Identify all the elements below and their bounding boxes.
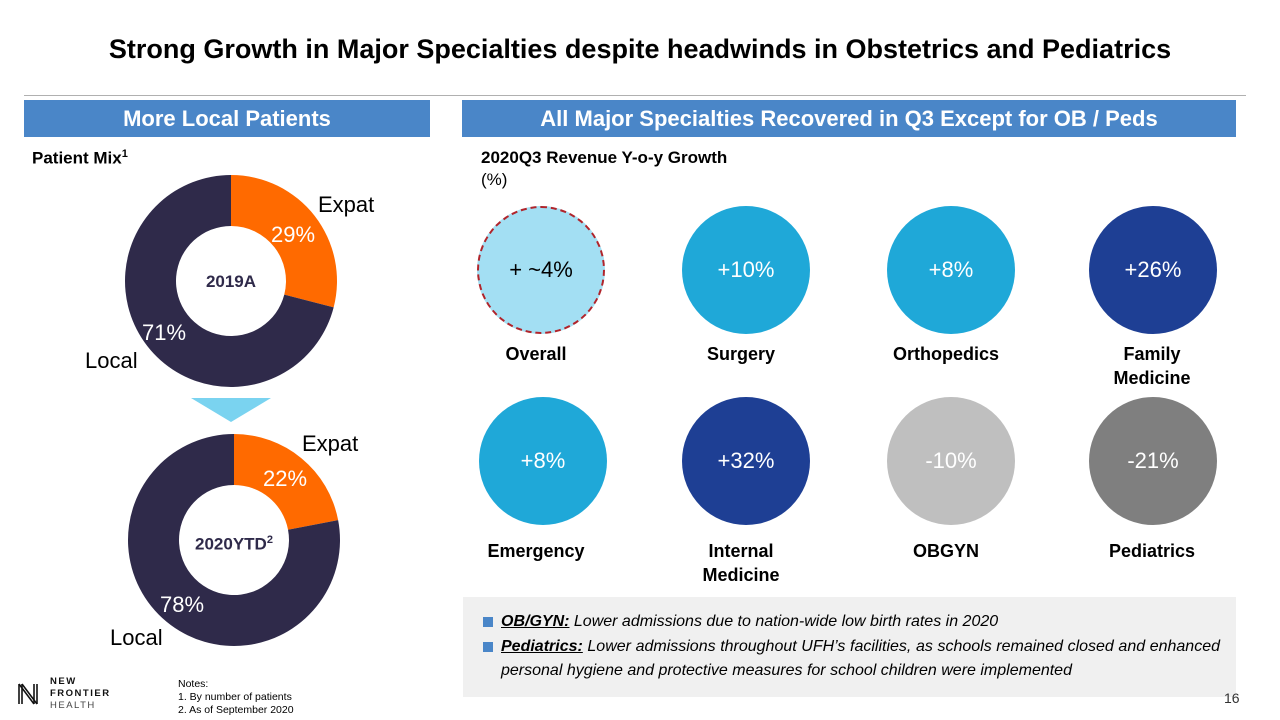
label-line: Orthopedics	[892, 344, 999, 364]
note-text: Lower admissions due to nation-wide low …	[569, 613, 999, 630]
bubble-internal-medicine: +32%	[682, 397, 810, 525]
donut-local-label-2020ytd: Local	[110, 625, 163, 650]
bubble-label-orthopedics: Orthopedics	[856, 342, 1036, 366]
footnotes-heading: Notes:	[178, 678, 209, 690]
right-section-header: All Major Specialties Recovered in Q3 Ex…	[462, 100, 1236, 137]
bubble-surgery: +10%	[682, 206, 810, 334]
label-line: Overall	[505, 344, 567, 364]
bubble-label-overall: Overall	[446, 342, 626, 366]
note-obgyn: OB/GYN: Lower admissions due to nation-w…	[483, 610, 1220, 634]
bubble-label-internal-medicine: Internal Medicine	[651, 539, 831, 587]
commentary-box: OB/GYN: Lower admissions due to nation-w…	[463, 597, 1236, 697]
revenue-growth-unit: (%)	[481, 170, 508, 189]
label-line: Family	[1123, 344, 1181, 364]
label-line: OBGYN	[912, 541, 979, 561]
bubble-obgyn: -10%	[887, 397, 1015, 525]
label-line: Medicine	[702, 565, 780, 585]
label-line: Medicine	[1113, 368, 1191, 388]
label-line: Emergency	[487, 541, 585, 561]
donut-local-pct-2020ytd: 78%	[160, 592, 205, 617]
bubble-orthopedics: +8%	[887, 206, 1015, 334]
donut-slice-local	[125, 175, 334, 387]
donut-local-label-2019: Local	[85, 348, 138, 373]
note-text: Lower admissions throughout UFH’s facili…	[501, 638, 1220, 679]
footnote-item: 2. As of September 2020	[178, 704, 294, 716]
donut-chart-2019	[125, 175, 337, 387]
logo-line: FRONTIER	[50, 688, 111, 699]
bubble-label-pediatrics: Pediatrics	[1062, 539, 1242, 563]
down-arrow-icon	[191, 398, 271, 422]
label-line: Pediatrics	[1108, 541, 1196, 561]
left-section-header: More Local Patients	[24, 100, 430, 137]
slide-title: Strong Growth in Major Specialties despi…	[108, 34, 1172, 64]
donut-expat-label-2019: Expat	[318, 192, 375, 217]
donut-slice-expat	[231, 175, 337, 308]
patient-mix-title-text: Patient Mix	[32, 148, 122, 168]
company-logo: NEW FRONTIER HEALTH	[16, 676, 111, 712]
page-number: 16	[1224, 690, 1240, 706]
note-label: Pediatrics:	[501, 638, 583, 655]
logo-line: HEALTH	[50, 700, 96, 711]
donut-slice-expat	[234, 434, 339, 530]
footnote-ref: 2	[266, 534, 273, 546]
donut-center-text: 2020YTD	[195, 534, 267, 554]
patient-mix-title: Patient Mix1	[32, 148, 128, 169]
donut-expat-pct-2020ytd: 22%	[263, 466, 308, 491]
title-divider	[24, 95, 1246, 96]
nfh-logo-icon	[18, 683, 38, 705]
bubble-emergency: +8%	[479, 397, 607, 525]
footnote-item: 1. By number of patients	[178, 691, 292, 703]
bullet-square-icon	[483, 642, 493, 652]
bullet-square-icon	[483, 617, 493, 627]
donut-center-label-2019: 2019A	[205, 272, 257, 291]
bubble-family-medicine: +26%	[1089, 206, 1217, 334]
donut-expat-label-2020ytd: Expat	[302, 431, 359, 456]
bubble-label-emergency: Emergency	[446, 539, 626, 563]
donut-chart-2020ytd	[128, 434, 340, 646]
bubble-label-family-medicine: Family Medicine	[1062, 342, 1242, 390]
bubble-overall: + ~4%	[477, 206, 605, 334]
bubble-pediatrics: -21%	[1089, 397, 1217, 525]
label-line: Internal	[708, 541, 774, 561]
note-pediatrics: Pediatrics: Lower admissions throughout …	[483, 635, 1220, 683]
logo-line: NEW	[50, 676, 77, 687]
note-label: OB/GYN:	[501, 613, 570, 630]
donut-local-pct-2019: 71%	[142, 320, 187, 345]
label-line: Surgery	[706, 344, 776, 364]
bubble-label-surgery: Surgery	[651, 342, 831, 366]
footnotes: Notes: 1. By number of patients 2. As of…	[178, 678, 294, 717]
donut-slice-local	[128, 434, 340, 646]
donut-expat-pct-2019: 29%	[271, 222, 316, 247]
donut-center-label-2020ytd: 2020YTD2	[174, 534, 294, 555]
revenue-growth-title: 2020Q3 Revenue Y-o-y Growth	[481, 148, 728, 167]
logo-wordmark: NEW FRONTIER HEALTH	[50, 676, 111, 712]
bubble-label-obgyn: OBGYN	[856, 539, 1036, 563]
footnote-ref: 1	[121, 148, 128, 160]
